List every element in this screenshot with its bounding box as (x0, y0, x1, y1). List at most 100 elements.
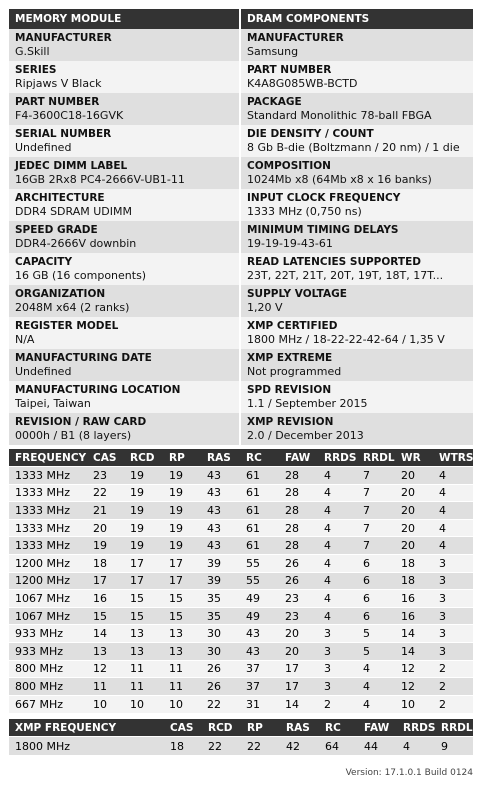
table-row: 800 MHz 12 11 11 26 37 17 3 4 12 2 (9, 660, 473, 678)
dram-field: COMPOSITION 1024Mb x8 (64Mb x8 x 16 banks… (241, 157, 473, 189)
table-cell: 31 (240, 695, 279, 713)
table-cell: 23 (279, 589, 318, 608)
table-cell: 19 (124, 466, 163, 485)
table-cell: 10 (87, 695, 124, 713)
table-cell: 39 (201, 572, 240, 590)
table-cell: 4 (433, 466, 473, 485)
table-cell: 15 (163, 607, 201, 625)
info-row: PART NUMBER F4-3600C18-16GVK PACKAGE Standa… (9, 93, 473, 125)
table-row: 1333 MHz 21 19 19 43 61 28 4 7 20 4 (9, 501, 473, 520)
table-cell: 800 MHz (9, 660, 87, 678)
table-cell: 4 (318, 484, 357, 502)
table-cell: 11 (124, 660, 163, 678)
table-cell: 17 (87, 572, 124, 590)
table-cell: 1067 MHz (9, 607, 87, 625)
field-label: PACKAGE (247, 96, 302, 108)
table-cell: 20 (395, 484, 433, 502)
timing-table: FREQUENCY CAS RCD RP RAS RC FAW RRDS RRDL WR WTRS … (9, 448, 473, 713)
column-header: RAS (201, 448, 240, 467)
table-cell: 39 (201, 554, 240, 573)
field-label: INPUT CLOCK FREQUENCY (247, 192, 401, 204)
column-header: RC (319, 718, 358, 737)
table-cell: 11 (163, 677, 201, 696)
info-row: MANUFACTURER G.Skill MANUFACTURER Samsung (9, 29, 473, 61)
module-field: ARCHITECTURE DDR4 SDRAM UDIMM (9, 189, 239, 221)
table-cell: 17 (163, 554, 201, 573)
table-row: 1200 MHz 18 17 17 39 55 26 4 6 18 3 (9, 554, 473, 573)
table-cell: 4 (433, 501, 473, 520)
module-field: MANUFACTURING LOCATION Taipei, Taiwan (9, 381, 239, 413)
field-value: K4A8G085WB-BCTD (247, 77, 358, 90)
table-cell: 7 (357, 484, 395, 502)
info-rows: MANUFACTURER G.Skill MANUFACTURER Samsung SE… (9, 29, 473, 445)
info-row: SPEED GRADE DDR4-2666V downbin MINIMUM TIM… (9, 221, 473, 253)
dram-field: XMP CERTIFIED 1800 MHz / 18-22-22-42-64 /… (241, 317, 473, 349)
table-cell: 1333 MHz (9, 519, 87, 537)
table-cell: 61 (240, 466, 279, 485)
table-cell: 19 (124, 484, 163, 502)
table-row: 800 MHz 11 11 11 26 37 17 3 4 12 2 (9, 677, 473, 696)
module-field: REVISION / RAW CARD 0000h / B1 (8 layers) (9, 413, 239, 445)
table-cell: 43 (201, 519, 240, 537)
dram-field: MANUFACTURER Samsung (241, 29, 473, 61)
table-cell: 19 (124, 519, 163, 537)
field-label: MANUFACTURER (15, 32, 112, 44)
table-cell: 10 (163, 695, 201, 713)
column-header: XMP FREQUENCY (9, 718, 124, 737)
table-cell: 12 (87, 660, 124, 678)
table-cell: 4 (433, 536, 473, 555)
table-cell: 4 (433, 519, 473, 537)
table-cell: 4 (318, 501, 357, 520)
field-value: 1.1 / September 2015 (247, 397, 368, 410)
module-field: REGISTER MODEL N/A (9, 317, 239, 349)
dram-field: XMP EXTREME Not programmed (241, 349, 473, 381)
table-cell: 26 (279, 554, 318, 573)
table-cell: 15 (163, 589, 201, 608)
field-value: Samsung (247, 45, 299, 58)
table-cell: 14 (395, 624, 433, 643)
table-row: 1333 MHz 20 19 19 43 61 28 4 7 20 4 (9, 519, 473, 537)
column-header: CAS (87, 448, 124, 467)
field-label: COMPOSITION (247, 160, 331, 172)
table-cell: 4 (318, 536, 357, 555)
table-cell: 18 (164, 736, 202, 755)
module-field: SPEED GRADE DDR4-2666V downbin (9, 221, 239, 253)
table-cell: 2 (318, 695, 357, 713)
table-row: 933 MHz 14 13 13 30 43 20 3 5 14 3 (9, 624, 473, 643)
table-cell: 16 (395, 589, 433, 608)
table-cell: 1333 MHz (9, 501, 87, 520)
column-header: FAW (358, 718, 397, 737)
table-cell: 1333 MHz (9, 536, 87, 555)
table-cell: 30 (201, 624, 240, 643)
field-label: MANUFACTURER (247, 32, 344, 44)
table-cell: 3 (433, 642, 473, 661)
table-cell: 19 (163, 536, 201, 555)
table-cell: 61 (240, 519, 279, 537)
table-cell: 6 (357, 554, 395, 573)
table-cell: 7 (357, 466, 395, 485)
info-row: SERIAL NUMBER Undefined DIE DENSITY / COUN… (9, 125, 473, 157)
table-cell: 17 (163, 572, 201, 590)
table-cell: 28 (279, 519, 318, 537)
field-label: READ LATENCIES SUPPORTED (247, 256, 421, 268)
module-field: CAPACITY 16 GB (16 components) (9, 253, 239, 285)
field-label: CAPACITY (15, 256, 73, 268)
field-value: 1024Mb x8 (64Mb x8 x 16 banks) (247, 173, 432, 186)
table-cell: 1333 MHz (9, 466, 87, 485)
table-cell: 5 (357, 624, 395, 643)
info-row: ORGANIZATION 2048M x64 (2 ranks) SUPPLY VO… (9, 285, 473, 317)
table-cell: 15 (87, 607, 124, 625)
field-value: G.Skill (15, 45, 50, 58)
column-header: RAS (280, 718, 319, 737)
table-cell: 13 (124, 642, 163, 661)
dram-field: DIE DENSITY / COUNT 8 Gb B-die (Boltzmann… (241, 125, 473, 157)
table-cell: 10 (395, 695, 433, 713)
dram-field: SUPPLY VOLTAGE 1,20 V (241, 285, 473, 317)
field-label: REVISION / RAW CARD (15, 416, 147, 428)
table-cell: 10 (124, 695, 163, 713)
table-cell: 3 (318, 624, 357, 643)
table-cell: 43 (201, 536, 240, 555)
table-cell: 4 (357, 677, 395, 696)
table-cell: 3 (318, 660, 357, 678)
table-cell: 22 (201, 695, 240, 713)
